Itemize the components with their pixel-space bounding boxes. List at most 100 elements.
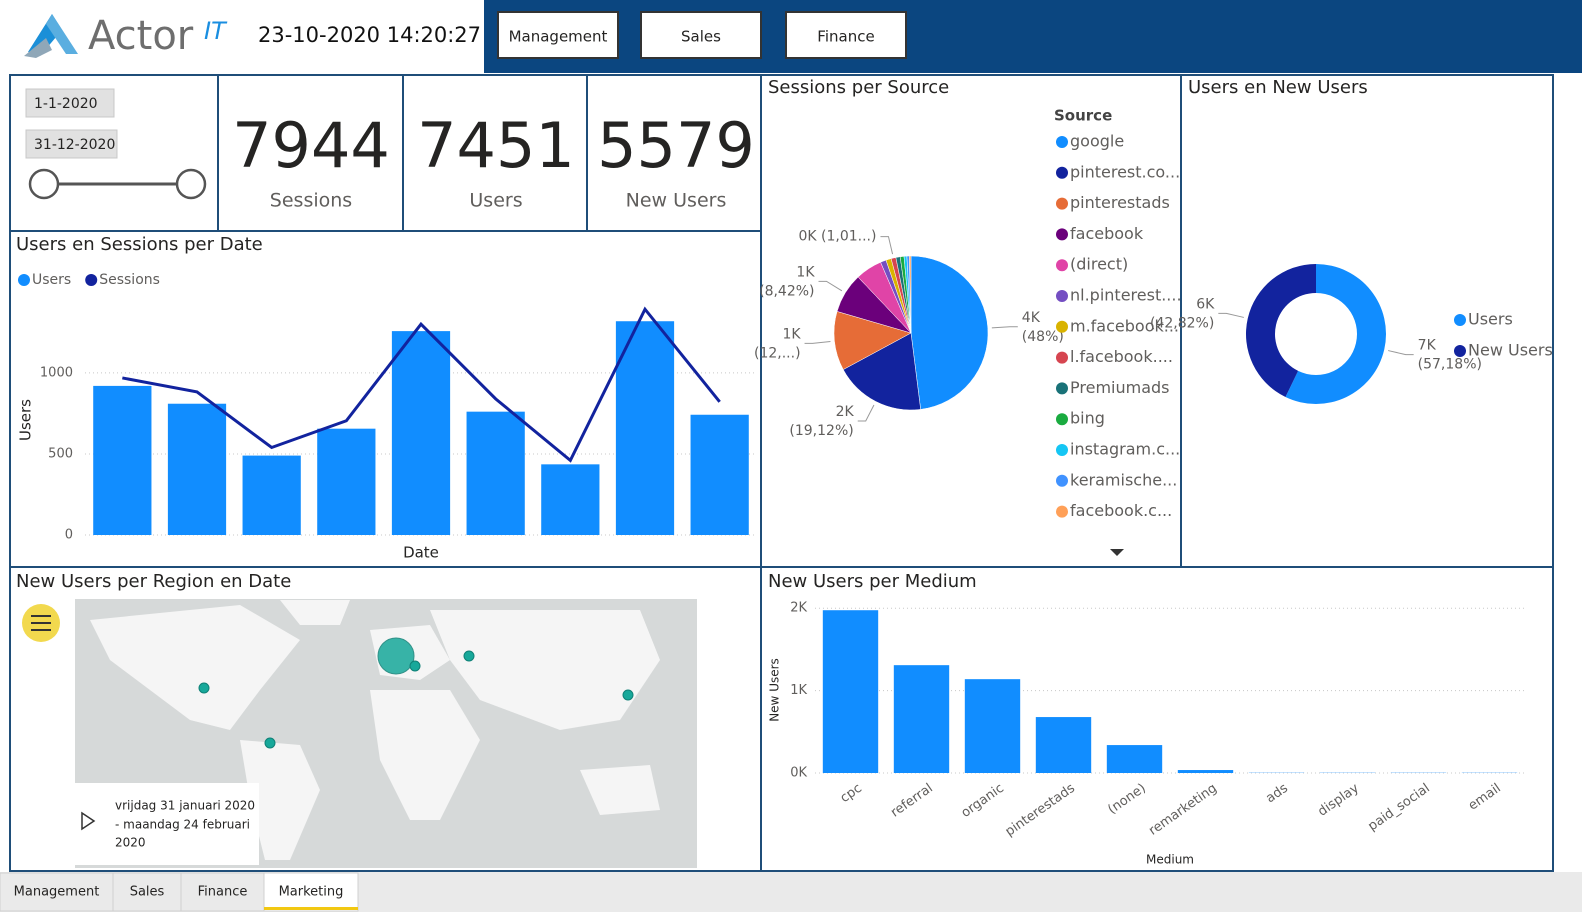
map-credit: esri [698,837,744,862]
slicer-end: 31-12-2020 [34,137,115,153]
scroll-arrow[interactable] [1110,549,1124,556]
map-bubbles [198,637,634,749]
legend-dot [1454,314,1466,326]
data-label: 1K [782,326,801,342]
tab-label: Finance [198,885,248,900]
data-label: (8,42%) [759,283,814,299]
tab-label: Marketing [279,885,344,900]
x-axis-label: Date [403,544,439,562]
play-label: - maandag 24 februari [115,818,250,832]
legend-dot [1056,166,1068,179]
card-label: New Users [626,190,727,212]
legend-label: facebook.c... [1070,501,1172,520]
bar [541,464,600,535]
nav-button[interactable] [497,11,619,59]
nav-button[interactable] [640,11,762,59]
y-tick-label: 2K [790,601,807,616]
slider-handle[interactable] [175,168,207,200]
tab-label: Management [14,885,100,900]
legend-label: bing [1070,409,1105,428]
x-axis-label: Medium [1146,853,1194,867]
y-tick-label: 0 [65,528,73,543]
legend-label: google [1070,132,1124,151]
slice [842,332,921,411]
legend-dot [1056,413,1068,426]
legend-title: Source [1054,107,1112,125]
legend-dot [1056,505,1068,518]
legend-label: (direct) [1070,255,1128,274]
y-axis-label: New Users [768,658,782,722]
leader-line [818,280,843,292]
date-box[interactable] [25,129,118,159]
legend-dot [1056,351,1068,364]
data-label: (57,18%) [1418,357,1482,373]
y-tick-label: 1000 [40,365,73,380]
legend-dot [1056,474,1068,487]
nav-button[interactable] [785,11,907,59]
data-label: (48%) [1022,329,1064,345]
slicer-start: 1-1-2020 [34,96,98,112]
card-value: 7451 [417,109,575,182]
data-label: 6K [1196,296,1215,312]
card-label: Sessions [270,190,352,212]
legend-label: Users [32,272,71,288]
tab[interactable] [180,872,265,912]
legend-label: New Users [1468,341,1553,360]
legend-dot [85,274,98,286]
card-label: Users [469,190,522,212]
bar [391,331,451,535]
leader-line [880,236,894,255]
logo-suffix: IT [204,17,228,45]
leader-line [991,326,1018,329]
legend-label: m.facebook... [1070,316,1179,335]
bar [893,665,950,773]
datetime: 23-10-2020 14:20:27 [258,23,481,47]
bar [93,385,152,535]
card-value: 7944 [232,109,390,182]
legend-label: facebook [1070,224,1144,243]
legend-label: instagram.c... [1070,440,1180,459]
bar [242,455,301,535]
leader-line [1218,312,1244,318]
play-button[interactable] [81,811,96,831]
bar [167,403,227,535]
data-label: (42,82%) [1150,315,1214,331]
leader-line [857,404,875,422]
legend-dot [1056,136,1068,148]
date-box[interactable] [25,88,115,118]
slice [833,311,912,370]
nav-button-label: Finance [817,28,874,46]
legend-label: pinterest.co... [1070,162,1180,181]
legend-label: pinterestads [1070,193,1170,212]
card-value: 5579 [597,109,755,182]
tab[interactable] [112,872,182,912]
bar [822,610,879,773]
data-label: 1K [796,264,815,280]
map-title: New Users per Region en Date [16,571,291,592]
leader-line [804,341,831,344]
nav-button-label: Sales [681,28,721,46]
slice [909,255,912,334]
legend-dot [1056,259,1068,272]
data-label: (12,...) [754,345,801,361]
play-box [75,783,259,865]
slider-handle[interactable] [28,168,60,200]
legend-label: Premiumads [1070,378,1170,397]
bar [615,321,675,535]
nav-button-label: Management [509,28,608,46]
panel [760,566,1554,872]
bar [1106,745,1163,773]
tab[interactable] [263,872,359,912]
data-label: 4K [1022,310,1041,326]
chart-title: New Users per Medium [768,571,977,592]
legend-dot [1056,444,1068,456]
legend-dot [1056,290,1068,302]
legend-dot [18,274,30,286]
play-label: 2020 [115,836,146,850]
tab-label: Sales [130,885,165,900]
data-label: 2K [836,404,855,420]
data-label: 7K [1418,338,1437,354]
bar [317,428,376,535]
data-label: (19,12%) [789,423,853,439]
